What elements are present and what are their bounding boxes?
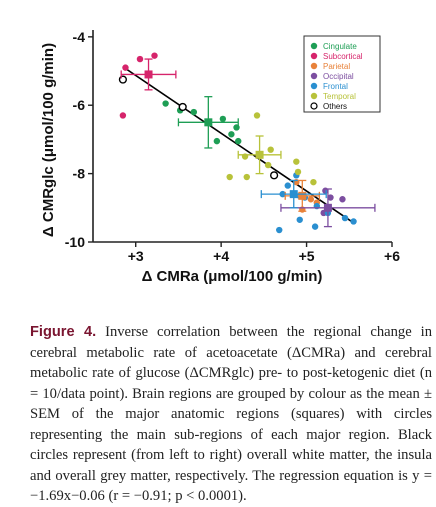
y-tick-label: -6 bbox=[73, 97, 86, 113]
x-tick-label: +4 bbox=[213, 248, 229, 264]
scatter-chart: Δ CMRglc (μmol/100 g/min) Δ CMRa (μmol/1… bbox=[40, 29, 400, 285]
legend-label-temporal: Temporal bbox=[323, 92, 356, 101]
data-point-cingulate bbox=[190, 108, 198, 116]
data-point-temporal bbox=[294, 168, 302, 176]
data-point-temporal bbox=[253, 112, 261, 119]
legend-marker-others bbox=[310, 102, 318, 110]
data-point-cingulate bbox=[162, 100, 169, 107]
data-point-subcortical bbox=[119, 112, 127, 119]
legend-marker-temporal bbox=[310, 92, 318, 100]
y-axis-label: Δ CMRglc (μmol/100 g/min) bbox=[40, 43, 57, 237]
x-axis-label: Δ CMRa (μmol/100 g/min) bbox=[142, 268, 323, 285]
legend-label-others: Others bbox=[323, 102, 347, 111]
y-tick-label: -8 bbox=[73, 166, 86, 182]
x-tick-label: +5 bbox=[299, 248, 315, 264]
legend-marker-frontal bbox=[310, 82, 318, 90]
data-point-others bbox=[118, 75, 128, 84]
y-tick-label: -4 bbox=[73, 29, 86, 45]
caption-text: Inverse correlation between the regional… bbox=[30, 324, 432, 504]
data-point-occipital bbox=[339, 196, 346, 203]
data-point-frontal bbox=[350, 218, 357, 225]
x-tick-label: +6 bbox=[384, 248, 400, 264]
x-tick-label: +3 bbox=[128, 248, 144, 264]
data-point-frontal bbox=[284, 182, 291, 189]
data-point-parietal bbox=[307, 196, 315, 203]
data-point-frontal bbox=[311, 223, 319, 230]
y-tick-label: -10 bbox=[65, 234, 85, 250]
legend-label-occipital: Occipital bbox=[323, 72, 354, 81]
caption-label: Figure 4. bbox=[30, 324, 97, 340]
legend-label-parietal: Parietal bbox=[323, 62, 350, 71]
legend-marker-parietal bbox=[310, 62, 318, 70]
data-point-cingulate bbox=[228, 131, 235, 138]
data-point-cingulate bbox=[213, 137, 221, 145]
data-point-cingulate bbox=[235, 137, 242, 145]
regression-line bbox=[126, 69, 355, 224]
legend-label-frontal: Frontal bbox=[323, 82, 348, 91]
data-point-subcortical bbox=[136, 55, 144, 63]
data-point-subcortical bbox=[122, 64, 129, 71]
legend-box bbox=[303, 35, 381, 113]
legend-label-cingulate: Cingulate bbox=[323, 42, 357, 51]
data-point-frontal bbox=[341, 214, 349, 222]
data-point-temporal bbox=[267, 146, 274, 153]
data-point-others bbox=[270, 171, 279, 180]
mean-square-parietal bbox=[298, 191, 307, 200]
figure-caption: Figure 4. Inverse correlation between th… bbox=[30, 322, 432, 507]
data-point-temporal bbox=[226, 173, 233, 181]
data-point-frontal bbox=[276, 226, 283, 234]
data-point-frontal bbox=[296, 216, 303, 223]
data-point-subcortical bbox=[151, 52, 158, 59]
mean-square-subcortical bbox=[144, 70, 153, 79]
data-point-others bbox=[178, 102, 187, 112]
data-point-temporal bbox=[243, 173, 250, 181]
data-point-temporal bbox=[293, 158, 300, 165]
legend-marker-occipital bbox=[310, 72, 318, 80]
mean-square-occipital bbox=[323, 203, 332, 212]
data-point-cingulate bbox=[219, 115, 227, 123]
data-point-occipital bbox=[327, 194, 334, 201]
data-point-temporal bbox=[264, 161, 272, 169]
mean-square-temporal bbox=[255, 150, 264, 159]
legend-label-subcortical: Subcortical bbox=[323, 52, 363, 61]
mean-square-cingulate bbox=[204, 118, 213, 127]
data-point-temporal bbox=[310, 178, 317, 186]
legend-marker-subcortical bbox=[310, 52, 318, 60]
legend-marker-cingulate bbox=[310, 42, 318, 50]
mean-square-frontal bbox=[289, 190, 298, 199]
figure: Δ CMRglc (μmol/100 g/min) Δ CMRa (μmol/1… bbox=[40, 29, 400, 285]
